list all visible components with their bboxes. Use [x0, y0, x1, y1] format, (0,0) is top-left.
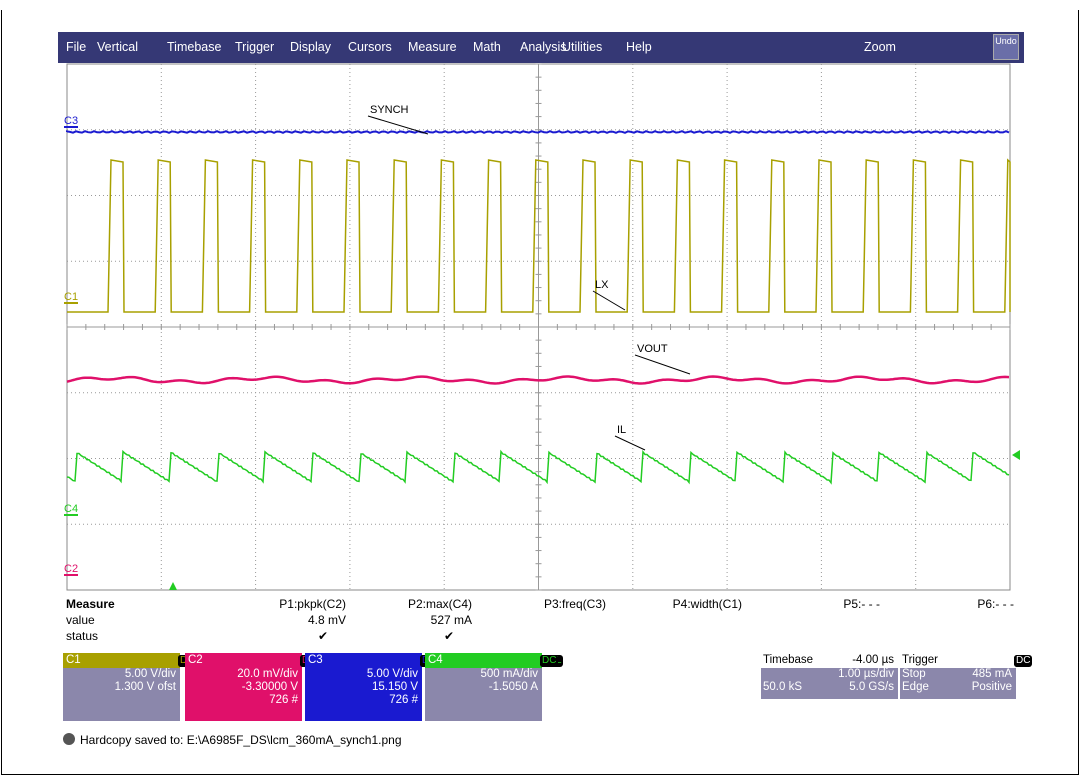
level-marker — [1012, 450, 1020, 460]
trigger-cell: 485 mA — [972, 668, 1012, 680]
il-trace — [66, 449, 1010, 485]
trigger-cell: Stop — [902, 668, 926, 680]
menu-item[interactable]: Measure — [408, 40, 457, 54]
channel-header: C3AFBDC1M — [305, 653, 453, 668]
param-name: P5:- - - — [843, 597, 880, 611]
frame — [1, 10, 1079, 775]
channel-line: -3.30000 V — [241, 681, 298, 693]
trace-label: LX — [595, 279, 609, 291]
channel-line: 5.00 V/div — [366, 668, 418, 680]
synch-trace — [66, 130, 1010, 134]
channel-box[interactable]: C4FBwLDC500 mA/div-1.5050 A — [425, 653, 564, 721]
menu-item[interactable]: Vertical — [97, 40, 138, 54]
label-leader — [634, 354, 691, 375]
menu-item[interactable]: Utilities — [562, 40, 603, 54]
param-value: 527 mA — [430, 613, 472, 627]
channel-marker: C4 — [64, 503, 78, 515]
channel-header: C2ABwLDC1M — [185, 653, 333, 668]
channel-line: 5.00 V/div — [124, 668, 176, 680]
lx-trace — [67, 158, 1011, 313]
param-status: ✔ — [318, 629, 329, 643]
menu-item[interactable]: Timebase — [167, 40, 222, 54]
menu-item[interactable]: Help — [626, 40, 652, 54]
timebase-line: 1.00 µs/div — [838, 668, 894, 680]
channel-line: 20.0 mV/div — [237, 668, 298, 680]
channel-flag: DC — [540, 655, 559, 667]
menu-item[interactable]: Analysis — [520, 40, 567, 54]
row-label: value — [66, 613, 95, 627]
timebase-header: Timebase -4.00 µs — [761, 653, 898, 668]
param-status: ✔ — [444, 629, 455, 643]
channel-line: 1.300 V ofst — [114, 681, 176, 693]
channel-marker: C3 — [64, 115, 78, 127]
menu-bar: Zoom Undo File Vertical Timebase Trigger Dis… — [58, 32, 1024, 63]
measure-title: Measure — [66, 597, 115, 611]
trace-label: VOUT — [637, 343, 668, 355]
trigger-box: TriggerC4DCStop 485 mA Edge Positive — [900, 653, 1033, 699]
channel-line: 500 mA/div — [480, 668, 538, 680]
undo-button[interactable]: Undo — [993, 34, 1019, 60]
channel-line: -1.5050 A — [488, 681, 538, 693]
channel-header: C1FBwLDC1M — [63, 653, 211, 668]
trigger-row: Edge Positive — [900, 681, 1016, 694]
trace-label: SYNCH — [370, 104, 409, 116]
trigger-cell: Positive — [971, 681, 1012, 693]
timebase-title: Timebase — [763, 654, 814, 666]
channel-line: 15.150 V — [371, 681, 418, 693]
status-text: Hardcopy saved to: E:\A6985F_DS\lcm_360m… — [80, 733, 402, 747]
label-leader — [592, 290, 626, 311]
menu-item[interactable]: Cursors — [348, 40, 392, 54]
channel-marker: C1 — [64, 291, 78, 303]
trigger-header: TriggerC4DC — [900, 653, 1033, 668]
channel-marker: C2 — [64, 563, 78, 575]
channel-line: 726 # — [389, 694, 418, 706]
row-label: status — [66, 629, 99, 643]
timebase-row: 50.0 kS 5.0 GS/s — [761, 681, 898, 694]
trigger-flag: DC — [1014, 655, 1033, 667]
menu-item[interactable]: Trigger — [235, 40, 275, 54]
channel-label: C4 — [428, 654, 443, 666]
label-leader — [367, 115, 429, 135]
param-name: P3:freq(C3) — [543, 597, 606, 611]
param-name: P4:width(C1) — [672, 597, 742, 611]
trace-label: IL — [617, 424, 626, 436]
timebase-cell: 50.0 kS — [763, 681, 802, 693]
trigger-cell: Edge — [902, 681, 929, 693]
trigger-row: Stop 485 mA — [900, 668, 1016, 681]
channel-label: C2 — [188, 654, 203, 666]
channel-header: C4FBwLDC — [425, 653, 564, 668]
label-leader — [614, 435, 646, 451]
channel-label: C1 — [66, 654, 81, 666]
menu-item[interactable]: Math — [473, 40, 501, 54]
menu-item[interactable]: File — [66, 40, 87, 54]
param-name: P1:pkpk(C2) — [279, 597, 346, 611]
timebase-box: Timebase -4.00 µs 1.00 µs/div 50.0 kS 5.0 GS… — [761, 653, 898, 699]
trigger-title: Trigger — [902, 654, 938, 666]
timebase-cell: 5.0 GS/s — [849, 681, 894, 693]
trigger-marker — [169, 582, 177, 590]
menu-item[interactable]: Display — [290, 40, 331, 54]
vout-trace — [66, 375, 1010, 385]
channel-label: C3 — [308, 654, 323, 666]
param-name: P2:max(C4) — [407, 597, 472, 611]
status-icon — [63, 733, 75, 745]
channel-line: 726 # — [269, 694, 298, 706]
zoom-button[interactable]: Zoom — [864, 40, 896, 54]
param-name: P6:- - - — [977, 597, 1014, 611]
timebase-value: -4.00 µs — [852, 654, 894, 666]
param-value: 4.8 mV — [307, 613, 346, 627]
